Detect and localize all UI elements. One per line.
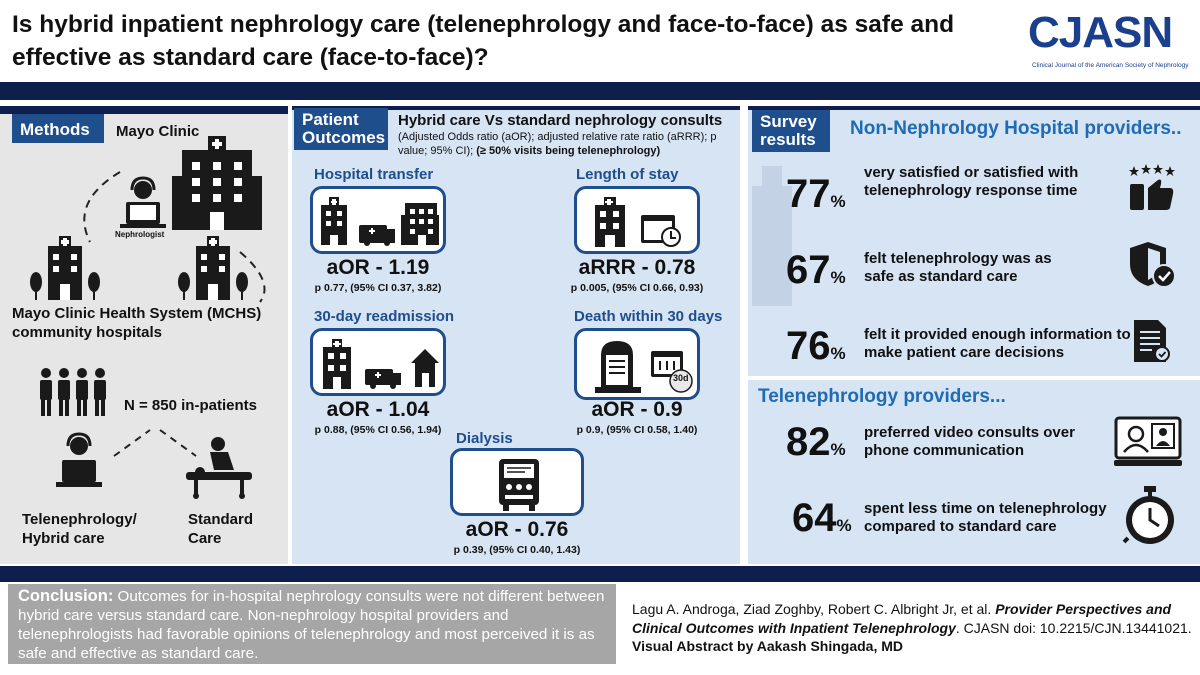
survey-pct-82: 82% [786, 420, 846, 465]
transfer-icon [321, 197, 439, 246]
survey-pct-64: 64% [792, 496, 852, 541]
video-consult-icon [1114, 416, 1182, 466]
nephrologist-label: Nephrologist [115, 230, 165, 239]
length-of-stay-box [574, 186, 700, 254]
methods-panel: Methods Mayo Clinic Nephrologist [0, 106, 288, 564]
mchs-label: Mayo Clinic Health System (MCHS) communi… [12, 305, 262, 341]
outcomes-note: (Adjusted Odds ratio (aOR); adjusted rel… [398, 130, 728, 158]
survey-text-67: felt telenephrology was as safe as stand… [864, 250, 1052, 285]
pct-value: 67 [786, 248, 831, 292]
patients-icon [40, 368, 106, 416]
pct-unit: % [836, 516, 852, 535]
outcomes-tab: Patient Outcomes [294, 108, 388, 150]
non-nephrology-heading: Non-Nephrology Hospital providers.. [850, 118, 1182, 139]
citation-credit: Visual Abstract by Aakash Shingada, MD [632, 638, 904, 654]
telenephrology-heading: Telenephrology providers... [758, 386, 1006, 407]
top-divider [0, 82, 1200, 100]
pct-unit: % [830, 192, 846, 211]
hospital-transfer-value: aOR - 1.19 [326, 256, 430, 279]
dialysis-machine-icon [499, 459, 539, 511]
survey-tab: Survey results [752, 110, 830, 152]
readmission-value: aOR - 1.04 [326, 398, 430, 421]
readmission-label: 30-day readmission [314, 308, 455, 325]
readmission-detail: p 0.88, (95% CI 0.56, 1.94) [314, 424, 442, 436]
length-of-stay-detail: p 0.005, (95% CI 0.66, 0.93) [570, 282, 704, 294]
background-hospital-watermark [752, 166, 792, 306]
citation-authors: Lagu A. Androga, Ziad Zoghby, Robert C. … [632, 601, 996, 617]
outcomes-top-bar [292, 106, 740, 110]
survey-text-82: preferred video consults over phone comm… [864, 424, 1075, 459]
bottom-divider [0, 566, 1200, 582]
cjasn-logo: CJASN Clinical Journal of the American S… [1018, 6, 1196, 76]
citation-title: Provider Perspectives and Clinical Outco… [632, 601, 1172, 636]
pct-unit: % [830, 344, 846, 363]
death-value: aOR - 0.9 [591, 398, 683, 421]
conclusion-label: Conclusion: [18, 587, 114, 605]
community-hospital-icon-right [178, 236, 248, 300]
death-box: 30d [574, 328, 700, 400]
stay-calendar-icon [595, 197, 681, 247]
outcomes-note-text: (Adjusted Odds ratio (aOR); adjusted rel… [398, 131, 717, 157]
community-hospital-icon-left [30, 236, 100, 300]
hospital-transfer-label: Hospital transfer [314, 166, 434, 183]
telenephrology-label: Telenephrology/ Hybrid care [22, 511, 137, 547]
hospital-icon [172, 136, 262, 230]
stopwatch-icon [1122, 486, 1174, 544]
readmission-icon [323, 339, 439, 389]
pct-value: 64 [792, 496, 837, 540]
survey-panel: Survey results Non-Nephrology Hospital p… [748, 106, 1200, 564]
pct-unit: % [830, 268, 846, 287]
methods-top-bar [0, 106, 288, 114]
safety-shield-icon [1130, 242, 1176, 288]
death-detail: p 0.9, (95% CI 0.58, 1.40) [576, 424, 698, 436]
outcomes-panel: Patient Outcomes Hybrid care Vs standard… [292, 106, 740, 564]
dialysis-detail: p 0.39, (95% CI 0.40, 1.43) [453, 544, 581, 556]
pct-unit: % [830, 440, 846, 459]
nephrologist-icon [120, 176, 166, 228]
length-of-stay-value: aRRR - 0.78 [578, 256, 696, 279]
connection-lines [83, 171, 266, 303]
death-icon-days: 30d [673, 373, 689, 383]
logo-subtitle: Clinical Journal of the American Society… [1032, 62, 1189, 69]
document-check-icon [1134, 320, 1170, 362]
standard-care-label: Standard Care [188, 511, 254, 547]
pct-value: 82 [786, 420, 831, 464]
readmission-box [310, 328, 446, 396]
hospital-transfer-detail: p 0.77, (95% CI 0.37, 3.82) [314, 282, 442, 294]
hospital-transfer-box [310, 186, 446, 254]
conclusion-box: Conclusion: Outcomes for in-hospital nep… [8, 584, 616, 664]
survey-text-76: felt it provided enough information to m… [864, 326, 1131, 361]
citation: Lagu A. Androga, Ziad Zoghby, Robert C. … [632, 600, 1192, 656]
telenephrology-icon [56, 432, 102, 487]
methods-tab: Methods [12, 114, 104, 143]
outcomes-heading: Hybrid care Vs standard nephrology consu… [398, 112, 723, 129]
logo-name: CJASN [1028, 8, 1173, 57]
survey-pct-77: 77% [786, 172, 846, 217]
patient-count: N = 850 in-patients [124, 397, 257, 414]
pct-value: 76 [786, 324, 831, 368]
citation-journal: . CJASN doi: 10.2215/CJN.13441021. [955, 619, 1192, 636]
dialysis-value: aOR - 0.76 [465, 518, 569, 541]
satisfaction-thumbs-up-icon [1129, 164, 1175, 210]
survey-pct-67: 67% [786, 248, 846, 293]
page-title: Is hybrid inpatient nephrology care (tel… [12, 11, 955, 71]
mayo-clinic-label: Mayo Clinic [116, 123, 200, 140]
tombstone-calendar-icon [595, 341, 693, 393]
survey-text-77: very satisfied or satisfied with telenep… [864, 164, 1079, 199]
survey-divider [748, 376, 1200, 380]
standard-care-icon [186, 437, 252, 499]
survey-text-64: spent less time on telenephrology compar… [864, 500, 1107, 535]
pct-value: 77 [786, 172, 831, 216]
dialysis-label: Dialysis [456, 430, 513, 447]
survey-top-bar [748, 106, 1200, 110]
outcomes-note-bold: (≥ 50% visits being telenephrology) [476, 145, 661, 157]
length-of-stay-label: Length of stay [576, 166, 679, 183]
death-label: Death within 30 days [574, 308, 723, 325]
dialysis-box [450, 448, 584, 516]
conclusion-text: Outcomes for in-hospital nephrology cons… [18, 588, 605, 662]
survey-pct-76: 76% [786, 324, 846, 369]
